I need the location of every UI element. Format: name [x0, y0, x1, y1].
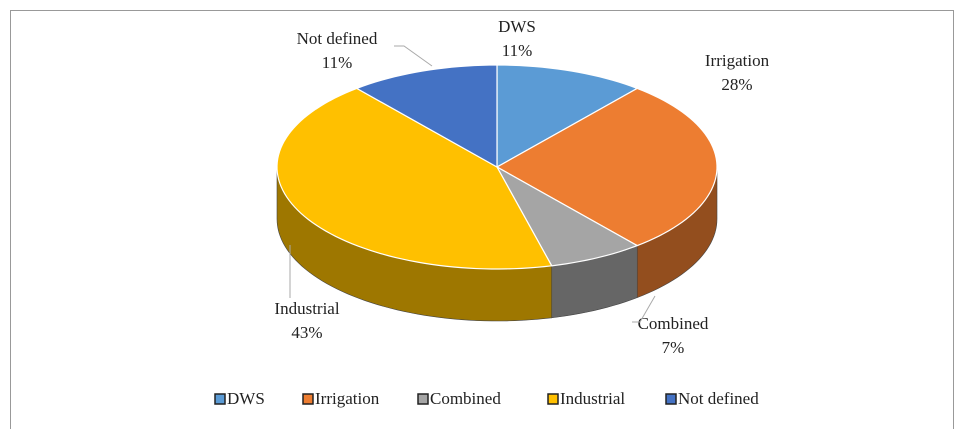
data-label-name: Combined: [638, 314, 709, 333]
data-label-value: 11%: [322, 53, 353, 72]
pie-slice: [495, 165, 639, 267]
data-label-value: 43%: [291, 323, 322, 342]
pie-tops: [276, 64, 718, 270]
legend-swatch: [302, 393, 314, 405]
data-label-name: DWS: [498, 17, 536, 36]
data-labels: DWS 11% Irrigation 28% Combined 7% Industrial 4…: [274, 17, 769, 357]
leader-line: [632, 295, 656, 323]
data-label-value: 7%: [662, 338, 685, 357]
data-label-name: Not defined: [297, 29, 378, 48]
legend-label: Combined: [430, 389, 501, 408]
legend-label: DWS: [227, 389, 265, 408]
data-label-name: Industrial: [274, 299, 339, 318]
pie-sides: [276, 166, 718, 322]
data-label-value: 28%: [721, 75, 752, 94]
legend: DWS Irrigation Combined Industrial Not defin…: [214, 389, 759, 408]
pie-slice: [355, 64, 498, 169]
pie-slice: [495, 87, 718, 247]
data-label-value: 11%: [502, 41, 533, 60]
legend-swatch: [214, 393, 226, 405]
legend-label: Irrigation: [315, 389, 380, 408]
legend-swatch: [665, 393, 677, 405]
pie-slice: [276, 87, 553, 270]
pie-slice: [496, 64, 639, 169]
legend-swatch: [417, 393, 429, 405]
data-label-name: Irrigation: [705, 51, 770, 70]
legend-label: Industrial: [560, 389, 625, 408]
legend-label: Not defined: [678, 389, 759, 408]
legend-swatch: [547, 393, 559, 405]
leader-line: [394, 45, 433, 67]
